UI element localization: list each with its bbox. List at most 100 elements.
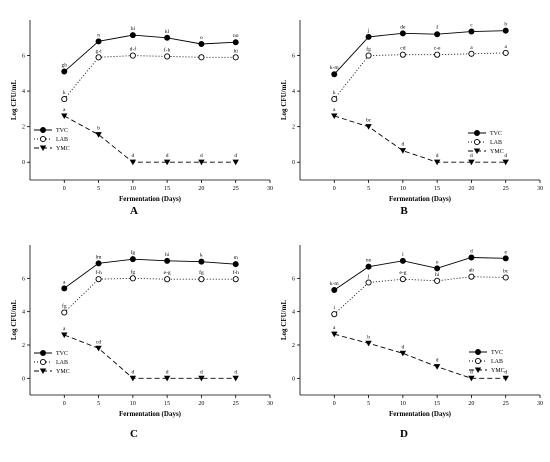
y-tick-label: 4 xyxy=(292,89,295,95)
legend-label-lab: LAB xyxy=(490,140,502,146)
significance-label: c-e xyxy=(434,46,441,52)
legend-marker-lab xyxy=(474,357,482,365)
x-tick-label: 10 xyxy=(130,186,136,192)
significance-label: k xyxy=(333,90,336,96)
legend-label-lab: LAB xyxy=(56,360,68,366)
x-axis-title: Fermentation (Days) xyxy=(119,410,182,418)
significance-label: i xyxy=(334,305,336,311)
data-point-lab xyxy=(232,276,239,283)
data-point-tvc xyxy=(198,41,205,48)
data-point-ymc xyxy=(399,148,407,154)
x-tick-label: 0 xyxy=(63,401,66,407)
data-point-tvc xyxy=(331,71,338,78)
data-point-tvc xyxy=(365,33,372,40)
data-point-lab xyxy=(129,275,136,282)
x-tick-label: 0 xyxy=(63,186,66,192)
data-point-ymc xyxy=(365,124,372,130)
y-tick-label: 4 xyxy=(22,89,25,95)
significance-label: d xyxy=(234,153,237,159)
x-tick-label: 20 xyxy=(468,401,474,407)
data-point-lab xyxy=(198,276,205,283)
x-tick-label: 10 xyxy=(130,401,136,407)
data-point-tvc xyxy=(61,68,68,75)
significance-label: a xyxy=(504,44,507,50)
data-point-tvc xyxy=(164,257,171,264)
data-point-lab xyxy=(95,54,102,61)
significance-label: b xyxy=(97,126,100,132)
data-point-lab xyxy=(232,54,239,61)
significance-label: fg xyxy=(62,303,67,310)
data-point-tvc xyxy=(164,34,171,41)
series-line-ymc xyxy=(64,334,236,379)
data-point-lab xyxy=(164,276,171,283)
data-point-tvc xyxy=(365,263,372,270)
significance-label: fg xyxy=(366,46,371,53)
legend-label-lab: LAB xyxy=(56,137,68,143)
x-axis-title: Fermentation (Days) xyxy=(119,195,182,203)
legend-label-ymc: YMC xyxy=(56,146,70,152)
x-tick-label: 25 xyxy=(233,186,239,192)
data-point-lab xyxy=(95,276,102,283)
legend-marker-ymc xyxy=(473,148,481,155)
significance-label: d xyxy=(401,142,404,148)
y-tick-label: 6 xyxy=(22,54,25,60)
x-axis-title: Fermentation (Days) xyxy=(389,195,452,203)
significance-label: lm xyxy=(96,254,103,260)
data-point-tvc xyxy=(95,38,102,45)
significance-label: hi xyxy=(435,272,440,278)
significance-label: a xyxy=(63,279,66,285)
data-point-tvc xyxy=(129,32,136,39)
significance-label: m xyxy=(234,255,239,261)
significance-label: d xyxy=(470,249,473,255)
significance-label: cd xyxy=(400,46,405,52)
significance-label: j xyxy=(367,28,370,34)
data-point-ymc xyxy=(502,159,509,166)
data-point-ymc xyxy=(468,375,475,382)
significance-label: g-i xyxy=(96,48,103,54)
significance-label: d xyxy=(470,369,473,375)
significance-label: bc xyxy=(366,118,372,124)
data-point-lab xyxy=(365,279,372,286)
data-point-tvc xyxy=(434,31,441,38)
x-tick-label: 5 xyxy=(97,401,100,407)
significance-label: bc xyxy=(503,269,509,275)
data-point-ymc xyxy=(198,375,205,382)
y-tick-label: 2 xyxy=(292,125,295,131)
data-point-ymc xyxy=(232,159,239,166)
legend-label-ymc: YMC xyxy=(56,369,70,375)
significance-label: hi xyxy=(131,26,136,32)
data-point-tvc xyxy=(468,254,475,261)
data-point-lab xyxy=(61,309,68,316)
data-point-lab xyxy=(164,53,171,60)
significance-label: d-f xyxy=(130,46,137,53)
x-tick-label: 15 xyxy=(434,401,440,407)
significance-label: d xyxy=(234,369,237,375)
data-point-ymc xyxy=(163,375,171,382)
data-point-lab xyxy=(434,51,441,58)
series-line-tvc xyxy=(333,30,506,75)
panel-label: A xyxy=(130,205,138,217)
series-line-tvc xyxy=(334,257,506,291)
y-tick-label: 0 xyxy=(292,160,295,166)
significance-label: d xyxy=(470,153,473,159)
data-point-tvc xyxy=(61,285,68,292)
series-line-tvc xyxy=(64,34,236,72)
data-point-ymc xyxy=(232,375,239,382)
y-tick-label: 0 xyxy=(292,376,295,382)
significance-label: fg xyxy=(131,268,136,275)
significance-label: n xyxy=(97,32,100,38)
significance-label: b xyxy=(504,22,507,28)
data-point-tvc xyxy=(434,265,441,272)
series-line-lab xyxy=(333,52,506,100)
significance-label: b xyxy=(367,334,370,340)
x-tick-label: 15 xyxy=(164,186,170,192)
data-point-ymc xyxy=(502,375,509,382)
significance-label: e xyxy=(504,249,507,255)
significance-label: a xyxy=(333,107,336,113)
significance-label: kl xyxy=(165,29,170,35)
significance-label: f-h xyxy=(233,269,240,276)
significance-label: d xyxy=(166,153,169,159)
panel-label: D xyxy=(400,428,408,440)
series-line-tvc xyxy=(64,258,236,289)
